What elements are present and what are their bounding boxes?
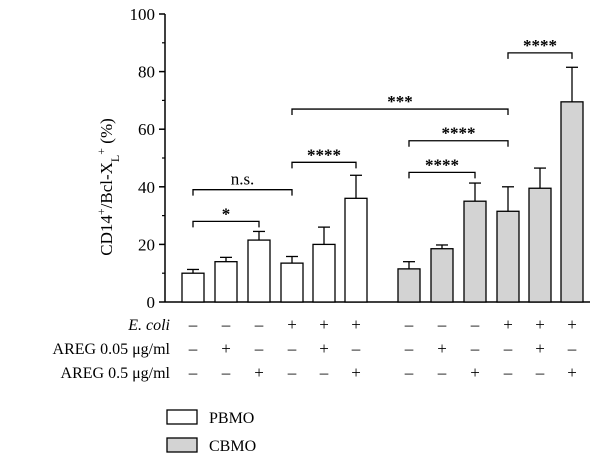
condition-sign: + — [470, 363, 480, 382]
significance-bracket — [408, 171, 476, 179]
significance-label: * — [222, 204, 231, 223]
condition-sign: – — [221, 363, 231, 382]
y-axis-label: CD14+/Bcl-XL+ (%) — [94, 118, 122, 256]
bar — [312, 243, 336, 303]
y-tick-label: 80 — [138, 63, 155, 82]
condition-sign: + — [287, 315, 297, 334]
condition-sign: + — [535, 339, 545, 358]
condition-label: E. coli — [127, 317, 170, 334]
condition-sign: – — [188, 363, 198, 382]
y-tick-label: 60 — [138, 120, 155, 139]
condition-sign: + — [535, 315, 545, 334]
ylabel-plus-2: + — [94, 148, 108, 155]
y-tick-label: 20 — [138, 235, 155, 254]
significance-bracket — [291, 108, 509, 116]
condition-sign: + — [503, 315, 513, 334]
condition-sign: + — [567, 363, 577, 382]
condition-sign: – — [404, 315, 414, 334]
condition-sign: + — [254, 363, 264, 382]
condition-sign: – — [188, 339, 198, 358]
condition-sign: – — [470, 315, 480, 334]
significance-label: *** — [387, 92, 413, 111]
legend: PBMO CBMO — [166, 409, 256, 455]
significance-brackets: *n.s.******************* — [192, 36, 573, 228]
significance-label: **** — [425, 155, 459, 174]
condition-sign: – — [470, 339, 480, 358]
bar — [430, 248, 454, 303]
significance-bracket — [408, 140, 509, 147]
significance-bracket — [192, 189, 293, 196]
condition-sign: – — [287, 363, 297, 382]
condition-sign: – — [437, 363, 447, 382]
treatment-table: E. coli – – – + + + – – – + + +AREG 0.05 μg/ml – + – – + –… — [53, 315, 577, 382]
legend-label: PBMO — [209, 410, 254, 427]
condition-label: AREG 0.05 μg/ml — [53, 341, 171, 358]
ylabel-sub: L — [108, 155, 122, 162]
bars — [181, 66, 584, 303]
condition-sign: + — [319, 315, 329, 334]
significance-label: **** — [523, 36, 557, 55]
condition-sign: – — [254, 315, 264, 334]
condition-sign: – — [404, 363, 414, 382]
condition-sign: + — [221, 339, 231, 358]
bar — [280, 262, 304, 303]
condition-sign: – — [351, 339, 361, 358]
condition-sign: – — [287, 339, 297, 358]
ylabel-base: CD14 — [97, 215, 116, 256]
significance-label: n.s. — [231, 170, 255, 189]
condition-sign: – — [319, 363, 329, 382]
significance-bracket — [291, 161, 357, 169]
condition-sign: – — [535, 363, 545, 382]
condition-sign: – — [503, 363, 513, 382]
ylabel-plus-1: + — [94, 208, 108, 215]
legend-swatch — [166, 409, 198, 425]
condition-sign: + — [351, 315, 361, 334]
y-tick-label: 100 — [130, 5, 156, 24]
condition-sign: – — [254, 339, 264, 358]
condition-sign: – — [404, 339, 414, 358]
bar — [344, 197, 368, 303]
condition-sign: + — [319, 339, 329, 358]
bar — [463, 200, 487, 303]
ylabel-tail: (%) — [97, 118, 116, 148]
significance-bracket — [192, 220, 260, 228]
condition-sign: – — [567, 339, 577, 358]
y-tick-label: 0 — [147, 293, 156, 312]
ylabel-mid: /Bcl-X — [97, 162, 116, 208]
condition-sign: – — [188, 315, 198, 334]
legend-swatch — [166, 437, 198, 453]
condition-sign: – — [437, 315, 447, 334]
bar — [560, 101, 584, 303]
significance-label: **** — [307, 145, 341, 164]
bar — [181, 272, 205, 303]
bar — [397, 268, 421, 303]
condition-sign: + — [567, 315, 577, 334]
y-tick-label: 40 — [138, 178, 155, 197]
significance-bracket — [507, 52, 573, 59]
condition-sign: – — [221, 315, 231, 334]
significance-label: **** — [442, 124, 476, 143]
condition-sign: – — [503, 339, 513, 358]
bar — [496, 210, 520, 303]
bar — [247, 239, 271, 303]
condition-sign: + — [351, 363, 361, 382]
condition-label: AREG 0.5 μg/ml — [61, 365, 171, 382]
bar — [214, 261, 238, 303]
condition-sign: + — [437, 339, 447, 358]
bar — [528, 187, 552, 303]
legend-label: CBMO — [209, 438, 256, 455]
